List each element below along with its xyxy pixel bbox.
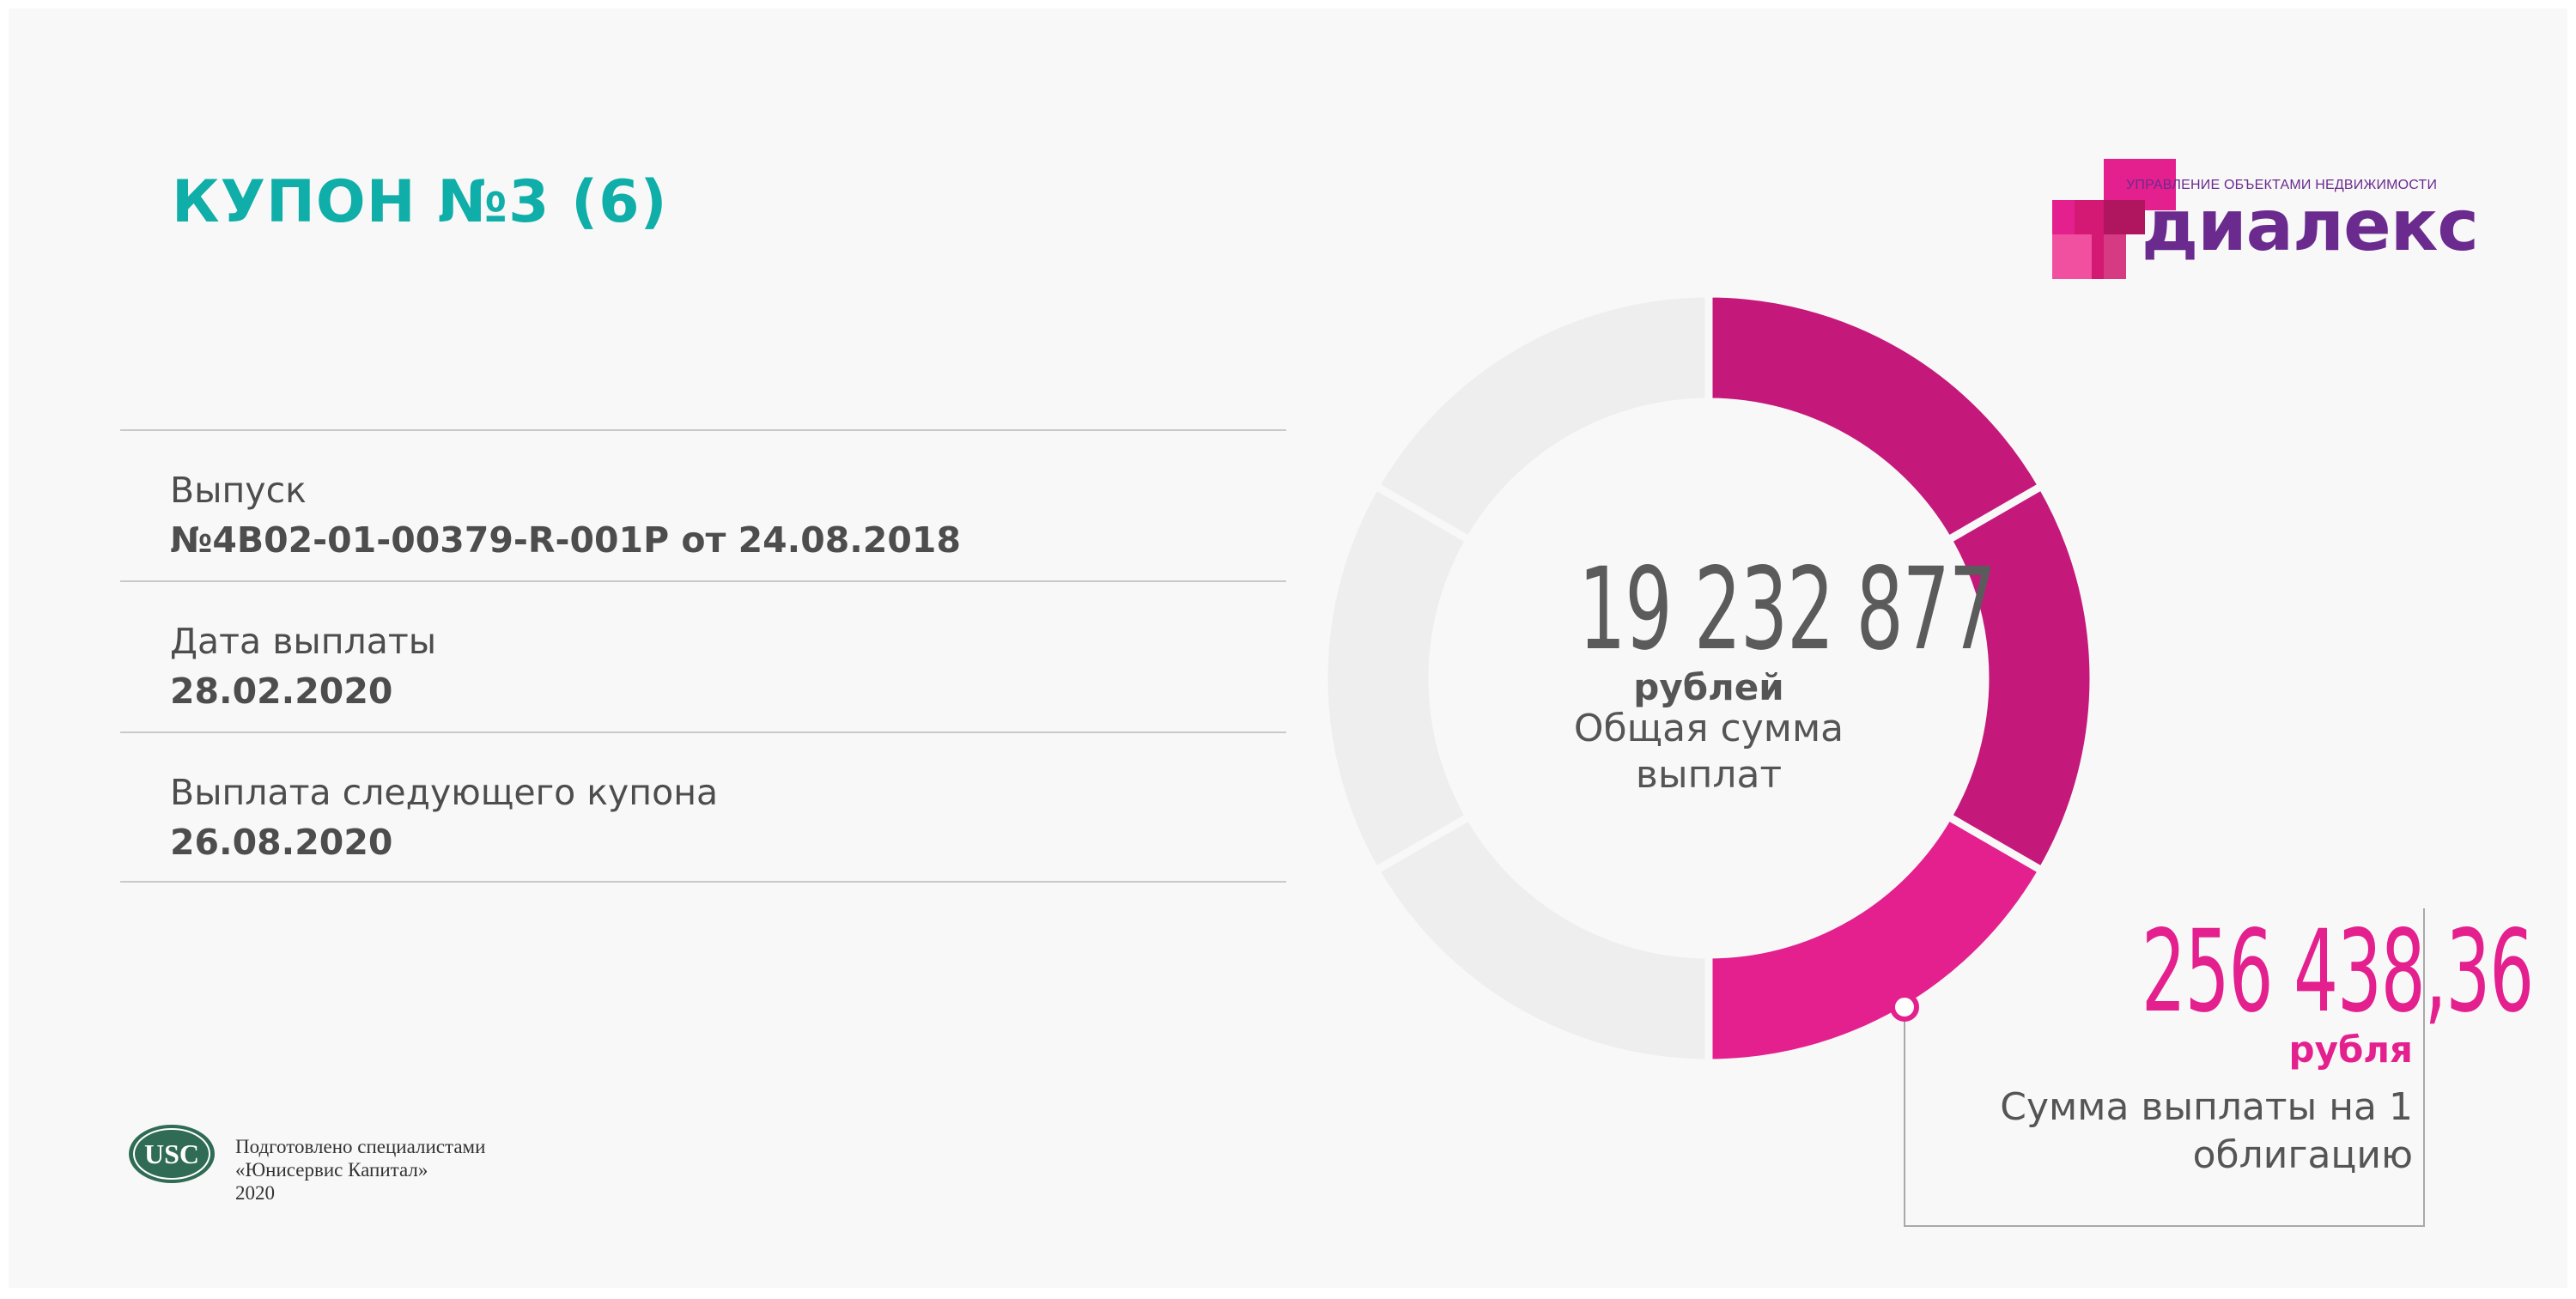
next-coupon-label: Выплата следующего купона bbox=[170, 772, 719, 813]
issue-label: Выпуск bbox=[170, 470, 307, 511]
callout-line bbox=[1904, 908, 2425, 1227]
total-unit: рублей bbox=[1633, 666, 1784, 708]
coupon-progress-donut bbox=[1320, 289, 2098, 1067]
payment-date-value: 28.02.2020 bbox=[170, 671, 393, 712]
info-row-next-coupon: Выплата следующего купона 26.08.2020 bbox=[120, 731, 1286, 883]
logo-name: диалекс bbox=[2142, 185, 2479, 267]
logo-tagline: УПРАВЛЕНИЕ ОБЪЕКТАМИ НЕДВИЖИМОСТИ bbox=[2126, 178, 2438, 192]
coupon-amount: 256 438,36 bbox=[2141, 906, 2534, 1038]
info-table: Выпуск №4B02-01-00379-R-001P от 24.08.20… bbox=[120, 429, 1286, 883]
callout-dot bbox=[1890, 992, 1919, 1022]
dialex-logo-icon bbox=[2052, 159, 2176, 279]
footer-line1: Подготовлено специалистами bbox=[235, 1136, 486, 1157]
info-row-issue: Выпуск №4B02-01-00379-R-001P от 24.08.20… bbox=[120, 429, 1286, 580]
page-title: КУПОН №3 (6) bbox=[172, 168, 668, 236]
coupon-unit: рубля bbox=[2288, 1029, 2414, 1071]
donut-segment-6 bbox=[1370, 289, 1713, 546]
usc-logo-text: USC bbox=[144, 1138, 199, 1169]
usc-logo-icon: USC bbox=[129, 1125, 215, 1183]
total-caption: Общая сумма выплат bbox=[1573, 707, 1844, 797]
payment-date-label: Дата выплаты bbox=[170, 621, 437, 662]
info-row-payment-date: Дата выплаты 28.02.2020 bbox=[120, 580, 1286, 731]
footer-line2: «Юнисервис Капитал» bbox=[235, 1159, 428, 1181]
issue-value: №4B02-01-00379-R-001P от 24.08.2018 bbox=[170, 519, 961, 561]
footer-year: 2020 bbox=[235, 1182, 275, 1204]
coupon-caption: Сумма выплаты на 1 облигацию bbox=[2000, 1085, 2413, 1177]
footer-credits: Подготовлено специалистами «Юнисервис Ка… bbox=[235, 1135, 485, 1205]
next-coupon-value: 26.08.2020 bbox=[170, 822, 393, 863]
